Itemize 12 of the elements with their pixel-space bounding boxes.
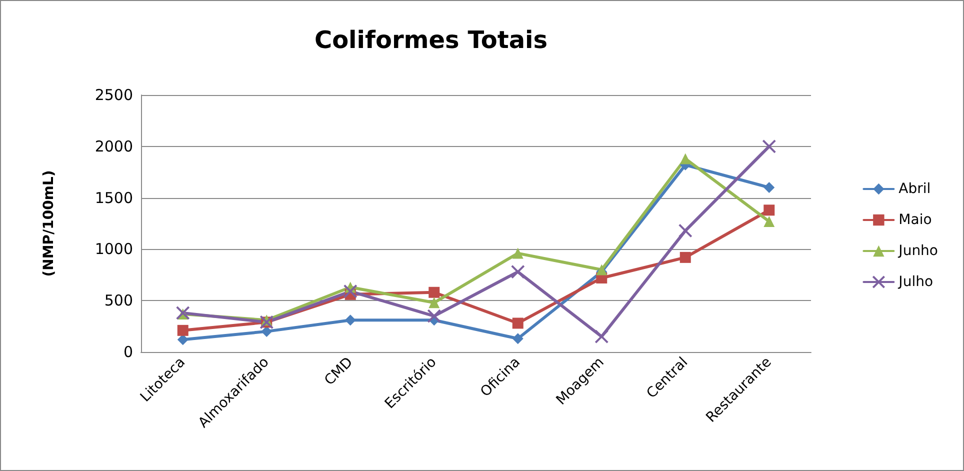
legend-label: Abril — [898, 181, 931, 197]
legend-label: Junho — [898, 243, 938, 259]
y-tick-label: 0 — [123, 343, 133, 361]
y-tick-label: 1000 — [94, 240, 133, 258]
y-tick-label: 500 — [104, 292, 133, 310]
legend-label: Maio — [898, 212, 932, 228]
y-tick-label: 2000 — [94, 137, 133, 156]
y-tick-label: 1500 — [94, 188, 133, 207]
y-axis-title: (NMP/100mL) — [41, 170, 57, 277]
legend-label: Julho — [898, 274, 934, 290]
y-tick-label: 2500 — [94, 86, 133, 104]
chart-title: Coliformes Totais — [314, 26, 548, 54]
